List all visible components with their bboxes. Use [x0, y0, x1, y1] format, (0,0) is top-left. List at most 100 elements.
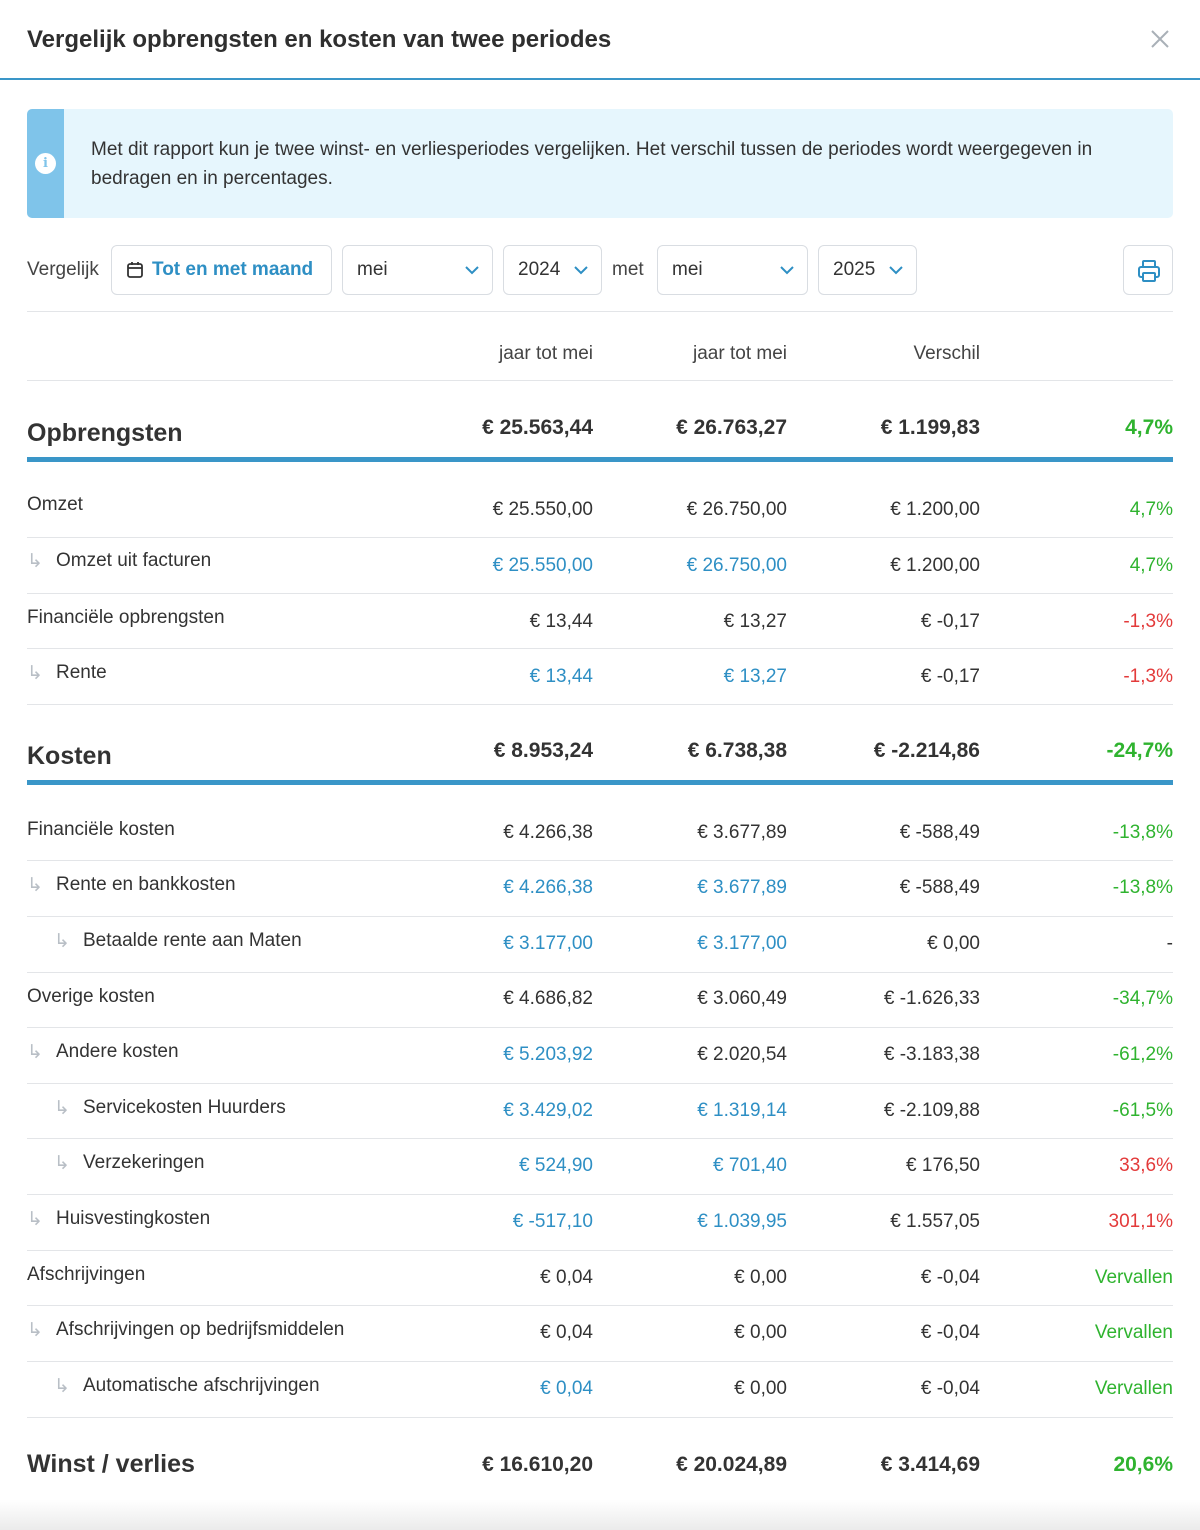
row-label: Andere kosten — [56, 1041, 179, 1062]
cell-period-a: € 0,04 — [540, 1267, 593, 1288]
cell-period-b-link[interactable]: € 13,27 — [723, 666, 787, 687]
row-label: Financiële opbrengsten — [27, 607, 225, 628]
cell-period-a-link[interactable]: € 3.429,02 — [503, 1100, 593, 1121]
period-type-label: Tot en met maand — [152, 259, 314, 280]
table-row: ↳ Verzekeringen € 524,90 € 701,40 € 176,… — [27, 1139, 1173, 1195]
cell-period-a-link[interactable]: € 13,44 — [529, 666, 593, 687]
cell-period-b: € 3.060,49 — [697, 988, 787, 1009]
cell-period-b-link[interactable]: € 1.039,95 — [697, 1211, 787, 1232]
period-type-button[interactable]: Tot en met maand — [111, 245, 332, 295]
section-total-b: € 26.763,27 — [676, 416, 787, 439]
cell-difference: € 1.200,00 — [890, 499, 980, 520]
cell-period-b: € 2.020,54 — [697, 1044, 787, 1065]
printer-icon — [1138, 260, 1160, 282]
cell-period-a-link[interactable]: € 3.177,00 — [503, 933, 593, 954]
cell-percentage: 4,7% — [1129, 499, 1173, 520]
row-label: Omzet — [27, 494, 83, 515]
month-a-value: mei — [357, 259, 388, 280]
indent-arrow-icon: ↳ — [27, 663, 43, 684]
table-row: ↳ Servicekosten Huurders € 3.429,02 € 1.… — [27, 1083, 1173, 1139]
result-total-pct: 20,6% — [1113, 1453, 1173, 1476]
row-label: Omzet uit facturen — [56, 550, 212, 571]
row-label: Verzekeringen — [83, 1152, 205, 1173]
cell-period-a-link[interactable]: € 25.550,00 — [492, 555, 593, 576]
cell-period-a-link[interactable]: € 524,90 — [519, 1155, 593, 1176]
table-row: Financiële opbrengsten € 13,44 € 13,27 €… — [27, 593, 1173, 649]
compare-controls: Vergelijk Tot en met maand mei 2024 met … — [27, 245, 1173, 295]
chevron-down-icon — [574, 266, 588, 275]
cell-period-a-link[interactable]: € 0,04 — [540, 1378, 593, 1399]
section-total-b: € 6.738,38 — [687, 739, 787, 762]
year-b-value: 2025 — [833, 259, 876, 280]
month-a-select[interactable]: mei — [342, 245, 493, 295]
cell-percentage: - — [1166, 933, 1173, 954]
cell-difference: € -0,04 — [920, 1378, 980, 1399]
section-total-a: € 25.563,44 — [482, 416, 593, 439]
indent-arrow-icon: ↳ — [27, 1320, 43, 1341]
modal-title: Vergelijk opbrengsten en kosten van twee… — [27, 26, 612, 53]
cell-difference: € -0,17 — [920, 666, 980, 687]
result-total-a: € 16.610,20 — [482, 1453, 593, 1476]
cell-period-b-link[interactable]: € 701,40 — [713, 1155, 787, 1176]
table-row: ↳ Rente en bankkosten € 4.266,38 € 3.677… — [27, 861, 1173, 917]
month-b-select[interactable]: mei — [657, 245, 808, 295]
close-button[interactable] — [1147, 26, 1173, 52]
row-label: Overige kosten — [27, 986, 155, 1007]
info-text: Met dit rapport kun je twee winst- en ve… — [91, 139, 1093, 189]
info-banner: i Met dit rapport kun je twee winst- en … — [27, 109, 1173, 218]
cell-period-a-link[interactable]: € 5.203,92 — [503, 1044, 593, 1065]
cell-period-b: € 0,00 — [734, 1378, 787, 1399]
year-a-value: 2024 — [518, 259, 561, 280]
row-label: Afschrijvingen op bedrijfsmiddelen — [56, 1319, 345, 1340]
cell-period-a: € 4.266,38 — [503, 822, 593, 843]
row-label: Automatische afschrijvingen — [83, 1375, 320, 1396]
cell-period-a-link[interactable]: € -517,10 — [512, 1211, 593, 1232]
result-total-diff: € 3.414,69 — [880, 1453, 980, 1476]
table-row: Overige kosten € 4.686,82 € 3.060,49 € -… — [27, 972, 1173, 1028]
cell-percentage: -13,8% — [1112, 877, 1173, 898]
cell-difference: € 176,50 — [906, 1155, 980, 1176]
chevron-down-icon — [780, 266, 794, 275]
indent-arrow-icon: ↳ — [54, 931, 70, 952]
table-row: ↳ Andere kosten € 5.203,92 € 2.020,54 € … — [27, 1028, 1173, 1084]
cell-difference: € 1.557,05 — [890, 1211, 980, 1232]
result-title: Winst / verlies — [27, 1450, 195, 1478]
section-title: Opbrengsten — [27, 419, 183, 447]
row-label: Huisvestingkosten — [56, 1208, 211, 1229]
table-row: Omzet € 25.550,00 € 26.750,00 € 1.200,00… — [27, 482, 1173, 538]
print-button[interactable] — [1123, 245, 1173, 295]
chevron-down-icon — [889, 266, 903, 275]
close-icon — [1151, 30, 1169, 48]
section-title: Kosten — [27, 742, 112, 770]
info-icon: i — [35, 153, 56, 174]
cell-period-b-link[interactable]: € 1.319,14 — [697, 1100, 787, 1121]
calendar-icon — [127, 262, 143, 278]
cell-percentage: -34,7% — [1112, 988, 1173, 1009]
year-a-select[interactable]: 2024 — [503, 245, 602, 295]
cell-difference: € 1.200,00 — [890, 555, 980, 576]
row-label: Betaalde rente aan Maten — [83, 930, 302, 951]
cell-period-b: € 26.750,00 — [686, 499, 787, 520]
table-row: ↳ Afschrijvingen op bedrijfsmiddelen € 0… — [27, 1306, 1173, 1362]
cell-difference: € -588,49 — [899, 822, 980, 843]
cell-percentage: -61,2% — [1112, 1044, 1173, 1065]
cell-period-b: € 0,00 — [734, 1267, 787, 1288]
result-total-b: € 20.024,89 — [676, 1453, 787, 1476]
column-header-period-a: jaar tot mei — [499, 343, 593, 364]
section-costs: Kosten € 8.953,24 € 6.738,38 € -2.214,86… — [27, 723, 1173, 803]
cell-period-a: € 25.550,00 — [492, 499, 593, 520]
row-label: Rente — [56, 662, 107, 683]
table-row: ↳ Huisvestingkosten € -517,10 € 1.039,95… — [27, 1195, 1173, 1251]
indent-arrow-icon: ↳ — [54, 1153, 70, 1174]
cell-period-b-link[interactable]: € 26.750,00 — [686, 555, 787, 576]
cell-period-b-link[interactable]: € 3.177,00 — [697, 933, 787, 954]
chevron-down-icon — [465, 266, 479, 275]
cell-period-b-link[interactable]: € 3.677,89 — [697, 877, 787, 898]
year-b-select[interactable]: 2025 — [818, 245, 917, 295]
row-label: Afschrijvingen — [27, 1264, 146, 1285]
cell-percentage: Vervallen — [1094, 1378, 1173, 1399]
cell-period-a-link[interactable]: € 4.266,38 — [503, 877, 593, 898]
cell-percentage: 4,7% — [1129, 555, 1173, 576]
cell-period-b: € 13,27 — [723, 611, 787, 632]
